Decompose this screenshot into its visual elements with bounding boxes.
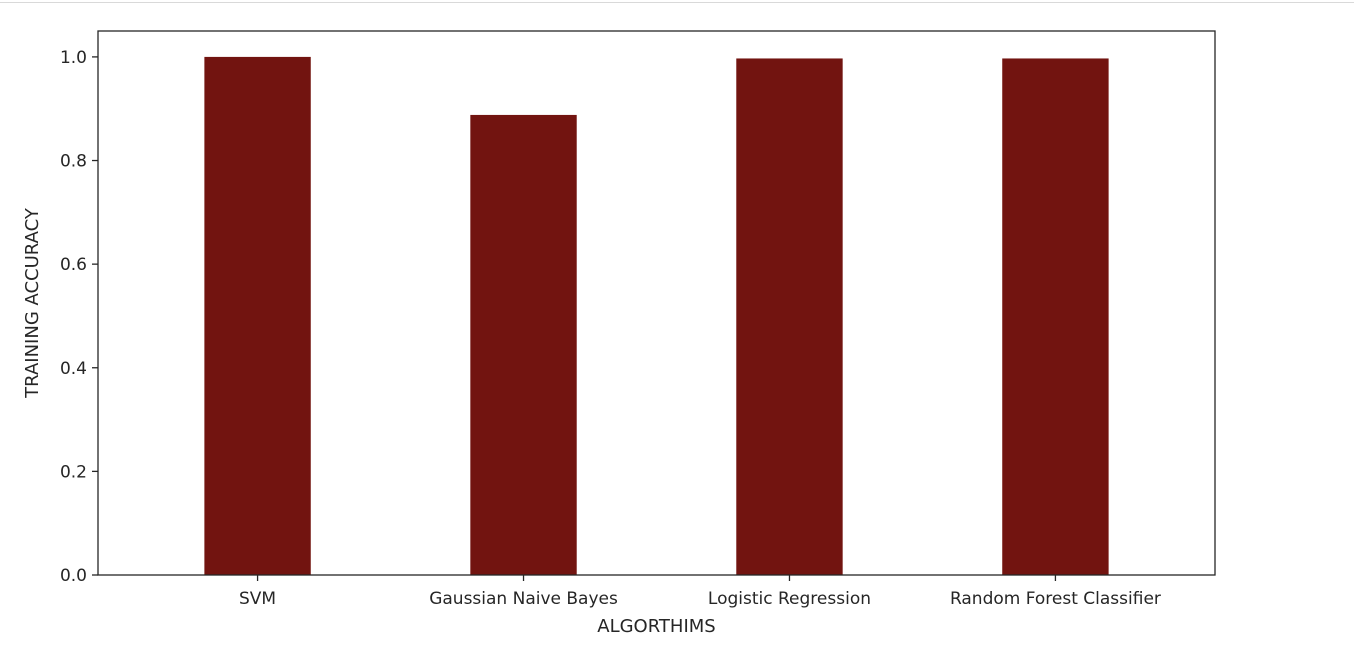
plot-area-frame xyxy=(97,30,1216,576)
y-tick-label: 0.8 xyxy=(60,152,87,172)
x-tick-label: Random Forest Classifier xyxy=(950,589,1161,609)
x-axis-label: ALGORTHIMS xyxy=(597,616,715,637)
y-tick-label: 0.0 xyxy=(60,566,87,586)
bar-3 xyxy=(1002,58,1109,576)
cell-top-divider xyxy=(0,2,1354,3)
x-tick-label: Gaussian Naive Bayes xyxy=(429,589,618,609)
y-axis: 0.0 0.2 0.4 0.6 0.8 1.0 xyxy=(60,48,98,586)
bar-0 xyxy=(204,56,311,575)
x-tick-label: SVM xyxy=(239,589,276,609)
x-axis: SVM Gaussian Naive Bayes Logistic Regressi… xyxy=(239,575,1161,609)
x-tick-label: Logistic Regression xyxy=(708,589,871,609)
y-axis-label: TRAINING ACCURACY xyxy=(22,207,43,399)
bars-group xyxy=(204,56,1109,576)
bar-2 xyxy=(736,58,843,576)
y-tick-label: 0.6 xyxy=(60,255,87,275)
y-tick-label: 0.4 xyxy=(60,359,87,379)
y-tick-label: 1.0 xyxy=(60,48,87,68)
y-tick-label: 0.2 xyxy=(60,462,87,482)
bar-1 xyxy=(470,114,577,575)
